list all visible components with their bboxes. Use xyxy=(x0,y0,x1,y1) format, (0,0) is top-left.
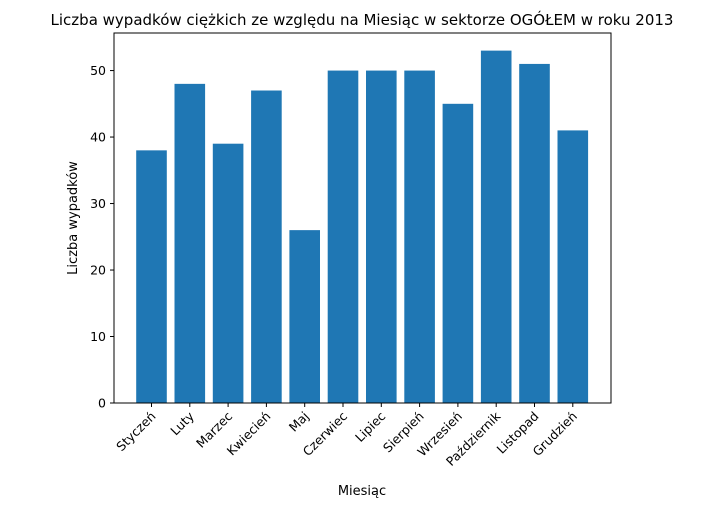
y-tick-label: 30 xyxy=(90,196,106,211)
x-tick-label: Lipiec xyxy=(352,408,388,444)
bar-lipiec xyxy=(366,70,397,403)
bar-wrzesień xyxy=(442,103,474,403)
x-axis-label: Miesiąc xyxy=(338,484,386,499)
bar-sierpień xyxy=(404,70,435,403)
bar-kwiecień xyxy=(251,90,282,403)
y-tick-label: 10 xyxy=(90,329,106,344)
y-tick-label: 20 xyxy=(90,263,106,278)
bar-czerwiec xyxy=(327,70,359,403)
x-tick-label: Luty xyxy=(167,408,197,438)
bar-styczeń xyxy=(136,150,167,403)
chart-title: Liczba wypadków ciężkich ze względu na M… xyxy=(51,10,674,29)
bar-listopad xyxy=(519,63,550,404)
bar-grudzień xyxy=(557,130,589,403)
y-axis-ticks: 0 10 20 30 40 50 xyxy=(90,63,114,411)
bar-luty xyxy=(174,83,206,404)
bar-maj xyxy=(289,230,320,403)
bar-październik xyxy=(480,50,512,404)
bars-group xyxy=(136,50,589,404)
axes-frame xyxy=(113,32,612,404)
bar-marzec xyxy=(212,143,244,403)
x-tick-label: Maj xyxy=(286,409,312,435)
x-tick-label: Styczeń xyxy=(113,409,158,454)
y-tick-label: 40 xyxy=(90,130,106,145)
y-tick-label: 0 xyxy=(98,396,106,411)
y-axis-label: Liczba wypadków xyxy=(66,161,81,275)
y-tick-label: 50 xyxy=(90,63,106,78)
